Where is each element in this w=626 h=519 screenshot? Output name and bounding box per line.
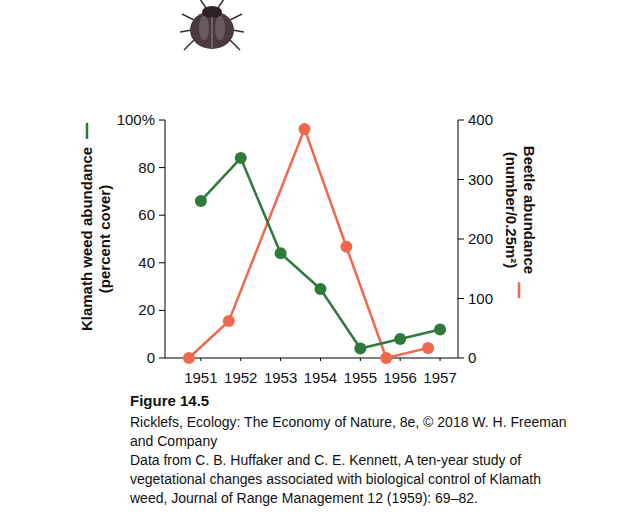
x-tick-label: 1952 [224, 369, 257, 386]
x-tick-label: 1955 [344, 369, 377, 386]
series-marker [299, 123, 311, 135]
x-tick [400, 358, 401, 361]
x-tick-label: 1957 [423, 369, 456, 386]
y2-tick-label: 300 [468, 171, 493, 188]
series-marker [235, 152, 247, 164]
caption-line: vegetational changes associated with bio… [130, 471, 541, 487]
y2-tick [458, 120, 464, 121]
series-marker [354, 342, 366, 354]
caption-line: weed, Journal of Range Management 12 (19… [129, 490, 478, 506]
y-tick-label: 0 [147, 349, 155, 366]
y2-tick [458, 358, 464, 359]
x-tick [280, 358, 281, 361]
x-tick [320, 358, 321, 361]
y2-axis-key [518, 282, 521, 298]
y-tick-label: 80 [138, 159, 155, 176]
y-axis-line [165, 120, 166, 358]
y-axis-key [86, 123, 89, 139]
beetle-shine [215, 16, 225, 40]
series-marker [434, 323, 446, 335]
y2-tick-label: 400 [468, 111, 493, 128]
x-tick [360, 358, 361, 361]
chart: 0 20 40 60 80 100% 0 100 200 300 400 1951 1952 1953 19… [0, 0, 626, 519]
caption-line: and Company [130, 433, 217, 449]
figure-label: Figure 14.5 [130, 392, 209, 409]
y-tick [159, 262, 165, 263]
y-tick-label: 40 [138, 254, 155, 271]
x-tick-label: 1951 [184, 369, 217, 386]
beetle-leg [230, 40, 240, 50]
series-line [201, 158, 440, 348]
y2-axis-title: (number/0.25m²) [503, 152, 520, 269]
beetle-leg [198, 0, 206, 8]
caption-line: Ricklefs, Ecology: The Economy of Nature… [130, 414, 566, 430]
series-marker [314, 283, 326, 295]
series-line [189, 129, 428, 358]
beetle-leg [182, 14, 194, 20]
beetle-leg [218, 0, 226, 8]
beetle-leg [230, 14, 242, 20]
y-tick [159, 358, 165, 359]
y-tick [159, 120, 165, 121]
y-axis-title: (percent cover) [96, 185, 113, 293]
beetle-leg [184, 40, 194, 50]
y-tick-label: 100% [117, 111, 155, 128]
series-marker [422, 342, 434, 354]
series-marker [195, 195, 207, 207]
beetle-seam [211, 17, 212, 48]
y-tick [159, 167, 165, 168]
x-tick [440, 358, 441, 361]
series-marker [394, 333, 406, 345]
beetle-shine [199, 16, 209, 40]
series-marker [340, 241, 352, 253]
y2-axis-title: Beetle abundance [521, 146, 538, 274]
x-axis-line [165, 358, 458, 359]
caption-line: Data from C. B. Huffaker and C. E. Kenne… [130, 452, 521, 468]
y2-tick-label: 100 [468, 290, 493, 307]
y-axis-title: Klamath weed abundance [78, 147, 95, 331]
series-marker [183, 352, 195, 364]
series-marker [223, 315, 235, 327]
plot-data [183, 123, 446, 364]
x-tick-label: 1956 [384, 369, 417, 386]
y2-tick [458, 179, 464, 180]
beetle-icon [180, 0, 244, 50]
y-tick-label: 20 [138, 301, 155, 318]
y2-tick-label: 200 [468, 230, 493, 247]
y2-tick [458, 298, 464, 299]
y-tick [159, 215, 165, 216]
series-marker [275, 247, 287, 259]
x-tick-label: 1954 [304, 369, 337, 386]
y-tick-label: 60 [138, 206, 155, 223]
y2-tick-label: 0 [468, 349, 476, 366]
y-tick [159, 310, 165, 311]
x-tick-label: 1953 [264, 369, 297, 386]
x-tick [240, 358, 241, 361]
x-tick [200, 358, 201, 361]
y2-tick [458, 239, 464, 240]
beetle-head [202, 6, 222, 18]
series-marker [380, 352, 392, 364]
